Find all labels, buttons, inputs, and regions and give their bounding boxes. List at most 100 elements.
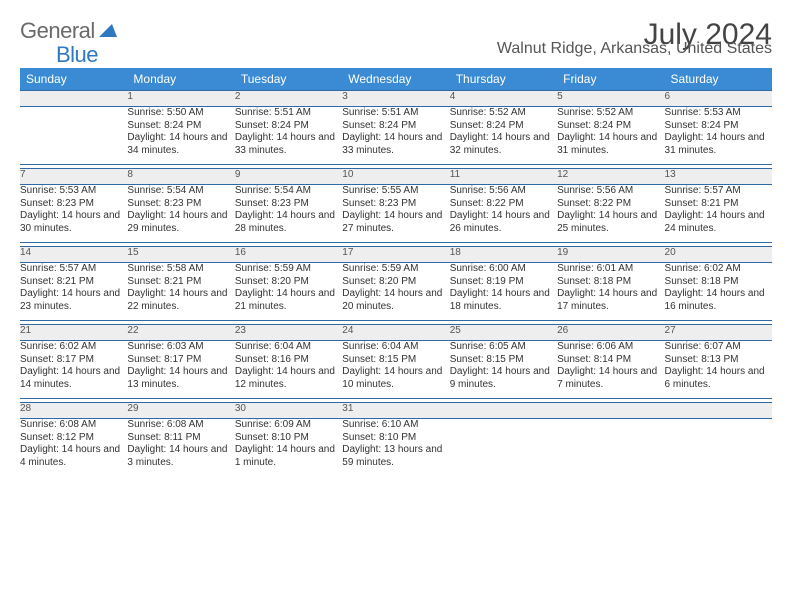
sunrise-text: Sunrise: 6:00 AM	[450, 263, 557, 276]
daylight-text: Daylight: 14 hours and 24 minutes.	[665, 210, 772, 235]
sunset-text: Sunset: 8:22 PM	[450, 198, 557, 211]
sunrise-text: Sunrise: 5:52 AM	[557, 107, 664, 120]
week-content-row: Sunrise: 6:08 AMSunset: 8:12 PMDaylight:…	[20, 419, 772, 477]
daylight-text: Daylight: 14 hours and 31 minutes.	[665, 132, 772, 157]
sunrise-text: Sunrise: 6:04 AM	[235, 341, 342, 354]
sunset-text: Sunset: 8:24 PM	[665, 120, 772, 133]
daylight-text: Daylight: 14 hours and 16 minutes.	[665, 288, 772, 313]
day-cell: Sunrise: 5:53 AMSunset: 8:24 PMDaylight:…	[665, 107, 772, 165]
sunrise-text: Sunrise: 6:05 AM	[450, 341, 557, 354]
day-number: 31	[342, 403, 449, 419]
sunset-text: Sunset: 8:15 PM	[450, 354, 557, 367]
sunset-text: Sunset: 8:18 PM	[557, 276, 664, 289]
day-number: 11	[450, 169, 557, 185]
sunset-text: Sunset: 8:22 PM	[557, 198, 664, 211]
day-number: 3	[342, 91, 449, 107]
sunset-text: Sunset: 8:10 PM	[235, 432, 342, 445]
daylight-text: Daylight: 14 hours and 33 minutes.	[342, 132, 449, 157]
daylight-text: Daylight: 14 hours and 17 minutes.	[557, 288, 664, 313]
daylight-text: Daylight: 14 hours and 23 minutes.	[20, 288, 127, 313]
sunrise-text: Sunrise: 6:03 AM	[127, 341, 234, 354]
day-number	[557, 403, 664, 419]
week-content-row: Sunrise: 6:02 AMSunset: 8:17 PMDaylight:…	[20, 341, 772, 399]
day-number: 7	[20, 169, 127, 185]
day-cell: Sunrise: 5:56 AMSunset: 8:22 PMDaylight:…	[557, 185, 664, 243]
sunrise-text: Sunrise: 6:06 AM	[557, 341, 664, 354]
sunset-text: Sunset: 8:17 PM	[20, 354, 127, 367]
calendar-table: Sunday Monday Tuesday Wednesday Thursday…	[20, 68, 772, 477]
sunset-text: Sunset: 8:21 PM	[20, 276, 127, 289]
sunset-text: Sunset: 8:21 PM	[665, 198, 772, 211]
sunrise-text: Sunrise: 5:51 AM	[235, 107, 342, 120]
day-cell: Sunrise: 5:59 AMSunset: 8:20 PMDaylight:…	[342, 263, 449, 321]
sunset-text: Sunset: 8:11 PM	[127, 432, 234, 445]
sunrise-text: Sunrise: 5:55 AM	[342, 185, 449, 198]
week-content-row: Sunrise: 5:53 AM Sunset: 8:23 PM Daylight:…	[20, 185, 772, 243]
daylight-text: Daylight: 14 hours and 14 minutes.	[20, 366, 127, 391]
page-subtitle: Walnut Ridge, Arkansas, United States	[497, 40, 772, 58]
sunrise-text: Sunrise: 6:07 AM	[665, 341, 772, 354]
day-number: 1	[127, 91, 234, 107]
day-number: 28	[20, 403, 127, 419]
sunrise-text: Sunrise: 5:58 AM	[127, 263, 234, 276]
sunrise-text: Sunrise: 5:59 AM	[235, 263, 342, 276]
day-cell: Sunrise: 5:51 AMSunset: 8:24 PMDaylight:…	[342, 107, 449, 165]
day-cell	[20, 107, 127, 165]
day-cell: Sunrise: 6:00 AMSunset: 8:19 PMDaylight:…	[450, 263, 557, 321]
day-cell: Sunrise: 5:52 AMSunset: 8:24 PMDaylight:…	[450, 107, 557, 165]
day-cell: Sunrise: 5:53 AMSunset: 8:23 PMDaylight:…	[20, 185, 127, 243]
day-cell: Sunrise: 6:04 AMSunset: 8:16 PMDaylight:…	[235, 341, 342, 399]
daylight-text: Daylight: 14 hours and 1 minute.	[235, 444, 342, 469]
sunset-text: Sunset: 8:16 PM	[235, 354, 342, 367]
sunset-text: Sunset: 8:24 PM	[127, 120, 234, 133]
day-number: 19	[557, 247, 664, 263]
week-daynum-row: 21222324252627	[20, 325, 772, 341]
sunset-text: Sunset: 8:24 PM	[342, 120, 449, 133]
day-cell: Sunrise: 5:52 AMSunset: 8:24 PMDaylight:…	[557, 107, 664, 165]
sunrise-text: Sunrise: 6:09 AM	[235, 419, 342, 432]
sunrise-text: Sunrise: 5:54 AM	[127, 185, 234, 198]
daylight-text: Daylight: 14 hours and 21 minutes.	[235, 288, 342, 313]
sunset-text: Sunset: 8:24 PM	[450, 120, 557, 133]
sunrise-text: Sunrise: 6:04 AM	[342, 341, 449, 354]
daylight-text: Daylight: 14 hours and 22 minutes.	[127, 288, 234, 313]
sunrise-text: Sunrise: 5:50 AM	[127, 107, 234, 120]
daylight-text: Daylight: 13 hours and 59 minutes.	[342, 444, 449, 469]
day-number: 14	[20, 247, 127, 263]
sunrise-text: Sunrise: 6:02 AM	[665, 263, 772, 276]
daylight-text: Daylight: 14 hours and 34 minutes.	[127, 132, 234, 157]
sunset-text: Sunset: 8:23 PM	[342, 198, 449, 211]
sunrise-text: Sunrise: 5:59 AM	[342, 263, 449, 276]
day-number	[665, 403, 772, 419]
sunrise-text: Sunrise: 5:51 AM	[342, 107, 449, 120]
day-cell: Sunrise: 6:06 AMSunset: 8:14 PMDaylight:…	[557, 341, 664, 399]
week-content-row: Sunrise: 5:57 AMSunset: 8:21 PMDaylight:…	[20, 263, 772, 321]
day-cell: Sunrise: 5:55 AMSunset: 8:23 PMDaylight:…	[342, 185, 449, 243]
day-cell: Sunrise: 5:57 AMSunset: 8:21 PMDaylight:…	[665, 185, 772, 243]
sunset-text: Sunset: 8:12 PM	[20, 432, 127, 445]
daylight-text: Daylight: 14 hours and 13 minutes.	[127, 366, 234, 391]
daylight-text: Daylight: 14 hours and 33 minutes.	[235, 132, 342, 157]
daylight-text: Daylight: 14 hours and 7 minutes.	[557, 366, 664, 391]
day-number: 2	[235, 91, 342, 107]
brand-logo: General	[20, 18, 121, 44]
daylight-text: Daylight: 14 hours and 12 minutes.	[235, 366, 342, 391]
day-number: 20	[665, 247, 772, 263]
day-number: 21	[20, 325, 127, 341]
sunset-text: Sunset: 8:20 PM	[235, 276, 342, 289]
week-daynum-row: 28293031	[20, 403, 772, 419]
sunset-text: Sunset: 8:14 PM	[557, 354, 664, 367]
day-cell: Sunrise: 6:08 AMSunset: 8:11 PMDaylight:…	[127, 419, 234, 477]
day-number: 6	[665, 91, 772, 107]
daylight-text: Daylight: 14 hours and 3 minutes.	[127, 444, 234, 469]
calendar-header-row: Sunday Monday Tuesday Wednesday Thursday…	[20, 68, 772, 91]
sunrise-text: Sunrise: 5:53 AM	[20, 185, 127, 198]
day-header: Tuesday	[235, 68, 342, 91]
sunset-text: Sunset: 8:20 PM	[342, 276, 449, 289]
day-number: 4	[450, 91, 557, 107]
sunset-text: Sunset: 8:15 PM	[342, 354, 449, 367]
sunrise-text: Sunrise: 5:56 AM	[450, 185, 557, 198]
day-header: Monday	[127, 68, 234, 91]
day-cell: Sunrise: 6:03 AMSunset: 8:17 PMDaylight:…	[127, 341, 234, 399]
sunset-text: Sunset: 8:17 PM	[127, 354, 234, 367]
